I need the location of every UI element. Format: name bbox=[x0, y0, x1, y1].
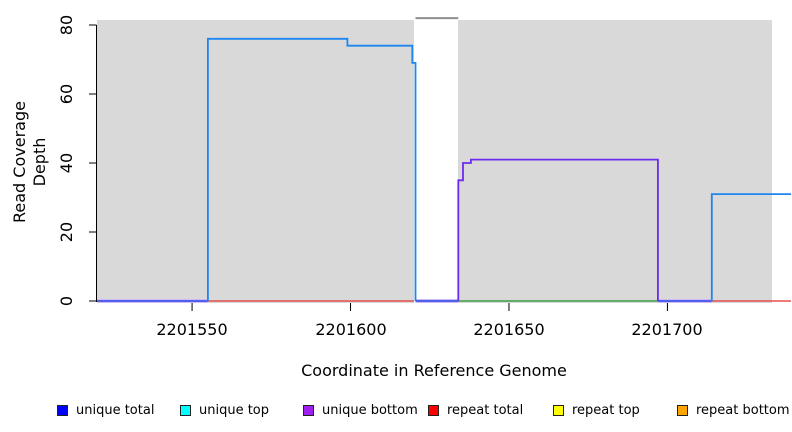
x-tick-label-2201600: 2201600 bbox=[315, 320, 387, 339]
unique-top-swatch-icon bbox=[180, 404, 191, 416]
x-tick-label-2201700: 2201700 bbox=[631, 320, 703, 339]
legend-item-unique-total: unique total bbox=[57, 400, 154, 420]
y-tick-label-80: 80 bbox=[57, 14, 76, 36]
y-tick-label-40: 40 bbox=[57, 152, 76, 174]
masked-region bbox=[414, 20, 458, 303]
legend-label: repeat bottom bbox=[696, 402, 790, 418]
legend-item-unique-top: unique top bbox=[180, 400, 269, 420]
legend-item-repeat-top: repeat top bbox=[553, 400, 640, 420]
x-tick-label-2201550: 2201550 bbox=[156, 320, 228, 339]
legend-item-unique-bottom: unique bottom bbox=[303, 400, 418, 420]
repeat-top-swatch-icon bbox=[553, 404, 564, 416]
repeat-bottom-swatch-icon bbox=[677, 404, 688, 416]
y-axis-title: Read Coverage Depth bbox=[10, 101, 49, 223]
legend: unique total unique top unique bottom re… bbox=[0, 400, 792, 424]
legend-item-repeat-bottom: repeat bottom bbox=[677, 400, 790, 420]
legend-label: repeat total bbox=[447, 402, 524, 418]
y-tick-label-20: 20 bbox=[57, 221, 76, 243]
repeat-total-swatch-icon bbox=[428, 404, 439, 416]
legend-item-repeat-total: repeat total bbox=[428, 400, 523, 420]
unique-total-swatch-icon bbox=[57, 404, 68, 416]
unique-bottom-swatch-icon bbox=[303, 404, 314, 416]
legend-label: unique top bbox=[199, 402, 270, 418]
legend-label: unique total bbox=[76, 402, 155, 418]
legend-label: repeat top bbox=[572, 402, 640, 418]
y-tick-label-0: 0 bbox=[57, 295, 76, 307]
legend-label: unique bottom bbox=[322, 402, 418, 418]
y-tick-label-60: 60 bbox=[57, 83, 76, 105]
x-tick-label-2201650: 2201650 bbox=[473, 320, 545, 339]
x-axis-title: Coordinate in Reference Genome bbox=[301, 361, 567, 380]
